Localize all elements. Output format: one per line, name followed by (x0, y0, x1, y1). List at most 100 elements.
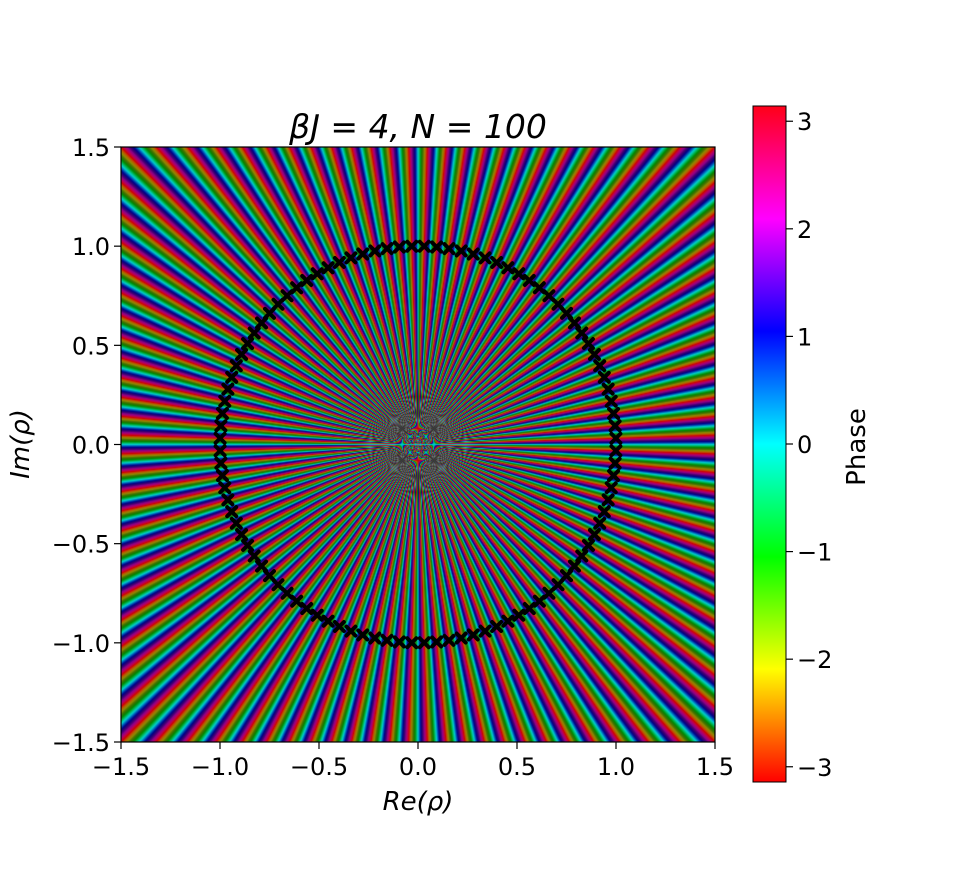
zero-marker (221, 382, 235, 396)
colorbar-bar (752, 105, 787, 783)
zero-marker (321, 261, 335, 275)
zero-marker (587, 528, 601, 542)
zero-marker (344, 624, 358, 638)
x-tick-label: −0.5 (290, 753, 348, 781)
zero-marker (567, 316, 581, 330)
zero-marker (478, 251, 492, 265)
colorbar-tick-label: −3 (797, 754, 832, 782)
zero-marker (241, 538, 255, 552)
zero-marker (280, 586, 294, 600)
zero-marker (235, 347, 249, 361)
zero-marker (218, 394, 232, 408)
zero-marker (575, 326, 589, 340)
zero-marker (225, 505, 239, 519)
x-tick-label: 1.5 (696, 753, 734, 781)
zero-marker (215, 406, 229, 420)
zero-marker (356, 628, 370, 642)
zero-marker (392, 240, 406, 254)
y-tick-label: −1.0 (52, 630, 110, 658)
zero-marker (512, 608, 526, 622)
zero-marker (501, 614, 515, 628)
x-tick-label: −1.5 (92, 753, 150, 781)
y-tick-label: −0.5 (52, 531, 110, 559)
zero-marker (567, 559, 581, 573)
zero-marker (597, 505, 611, 519)
zero-marker (490, 620, 504, 634)
zero-marker (310, 267, 324, 281)
zero-marker (454, 631, 468, 645)
x-axis-label: Re(ρ) (383, 787, 454, 817)
zero-marker (380, 633, 394, 647)
colorbar-tick-label: 3 (797, 108, 812, 136)
y-tick-label: 0.5 (72, 332, 110, 360)
zero-marker (290, 281, 304, 295)
zero-marker (501, 261, 515, 275)
zero-marker (290, 594, 304, 608)
zero-marker (218, 481, 232, 495)
zero-marker (380, 242, 394, 256)
zero-marker (466, 247, 480, 261)
zero-marker (255, 316, 269, 330)
zero-marker (601, 493, 615, 507)
x-tick-label: 0.0 (399, 753, 437, 781)
zero-marker (405, 239, 419, 253)
zero-marker (575, 549, 589, 563)
zero-marker (392, 635, 406, 649)
x-tick-label: −1.0 (191, 753, 249, 781)
zero-marker (332, 620, 346, 634)
colorbar-ticks: 3 2 1 0 −1 −2 −3 (786, 108, 832, 782)
zero-marker (430, 635, 444, 649)
phase-field (121, 147, 715, 742)
zero-marker (430, 240, 444, 254)
zero-marker (581, 538, 595, 552)
zero-marker (214, 419, 228, 433)
y-axis-label: Im(ρ) (6, 409, 36, 479)
zero-marker (229, 516, 243, 530)
x-axis: −1.5 −1.0 −0.5 0.0 0.5 1.0 1.5 (92, 742, 734, 781)
y-tick-label: 0.0 (72, 432, 110, 460)
phase-plot (120, 146, 716, 743)
zero-marker (215, 469, 229, 483)
zero-marker (522, 273, 536, 287)
zero-marker (310, 608, 324, 622)
zero-marker (405, 636, 419, 650)
zero-marker (490, 255, 504, 269)
zero-marker (454, 244, 468, 258)
zero-marker (213, 444, 227, 458)
colorbar-tick-label: 1 (797, 323, 812, 351)
zero-marker (332, 255, 346, 269)
x-tick-label: 1.0 (597, 753, 635, 781)
colorbar-tick-label: −1 (797, 539, 832, 567)
zero-marker (213, 431, 227, 445)
zero-marker (225, 370, 239, 384)
zero-marker (255, 559, 269, 573)
zero-marker (356, 247, 370, 261)
zero-marker (229, 359, 243, 373)
zero-marker (247, 326, 261, 340)
x-tick-label: 0.5 (498, 753, 536, 781)
colorbar-tick-label: 2 (797, 216, 812, 244)
chart-title: βJ = 4, N = 100 (288, 107, 547, 146)
zero-marker (593, 359, 607, 373)
zero-marker (609, 431, 623, 445)
zero-marker (597, 370, 611, 384)
zero-marker (593, 516, 607, 530)
zero-marker (581, 337, 595, 351)
zero-marker (522, 602, 536, 616)
y-axis: −1.5 −1.0 −0.5 0.0 0.5 1.0 1.5 (52, 134, 121, 757)
zero-marker (560, 569, 574, 583)
zero-marker (214, 456, 228, 470)
zero-marker (607, 406, 621, 420)
zero-marker (321, 614, 335, 628)
zero-marker (442, 633, 456, 647)
colorbar-label: Phase (842, 408, 872, 486)
zero-marker (247, 549, 261, 563)
zero-marker (587, 347, 601, 361)
zero-marker (466, 628, 480, 642)
colorbar-tick-label: −2 (797, 646, 832, 674)
zero-marker (300, 273, 314, 287)
zero-marker (607, 469, 621, 483)
zero-marker (235, 528, 249, 542)
zero-marker (478, 624, 492, 638)
colorbar: 3 2 1 0 −1 −2 −3 Phase (752, 105, 872, 783)
